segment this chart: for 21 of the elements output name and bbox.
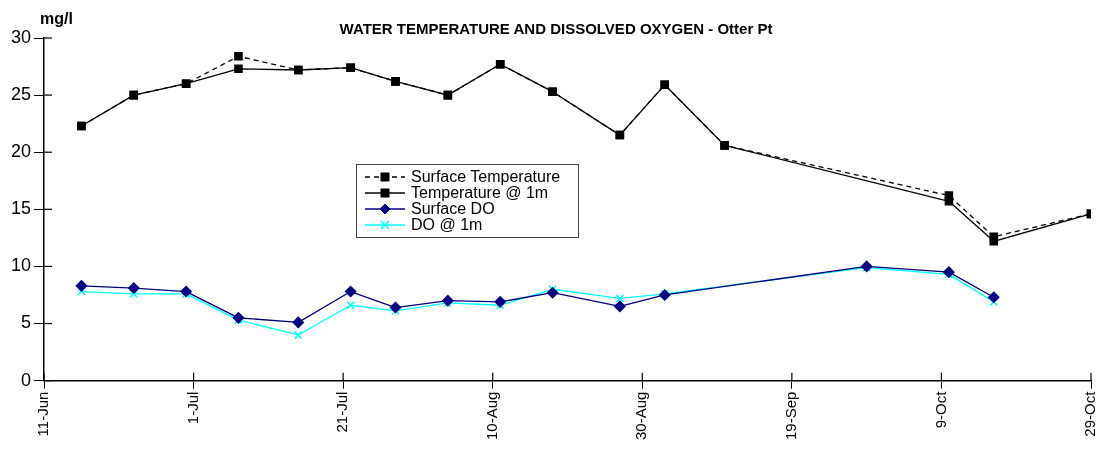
y-tick-label: 30 <box>10 26 32 47</box>
chart-title: WATER TEMPERATURE AND DISSOLVED OXYGEN - Otter Pt <box>339 20 773 37</box>
x-tick-label: 19-Sep <box>782 391 799 441</box>
y-axis-title: mg/l <box>40 10 73 28</box>
y-tick-label: 5 <box>21 312 32 333</box>
y-tick-label: 10 <box>10 255 32 276</box>
y-tick-label: 20 <box>10 141 32 162</box>
legend-label: Surface DO <box>411 200 495 218</box>
legend-label: Temperature @ 1m <box>411 184 549 202</box>
y-tick-label: 15 <box>10 198 32 219</box>
x-tick-label: 1-Jul <box>183 391 201 425</box>
legend-label: DO @ 1m <box>411 216 483 234</box>
x-tick-label: 29-Oct <box>1081 390 1099 437</box>
y-tick-label: 0 <box>21 369 32 390</box>
y-tick-label: 25 <box>10 84 32 105</box>
x-tick-label: 9-Oct <box>931 390 949 429</box>
legend-label: Surface Temperature <box>411 168 561 186</box>
x-tick-label: 30-Aug <box>632 391 650 441</box>
x-tick-label: 21-Jul <box>333 391 351 433</box>
x-tick-label: 11-Jun <box>34 391 52 437</box>
x-tick-label: 10-Aug <box>482 391 500 441</box>
